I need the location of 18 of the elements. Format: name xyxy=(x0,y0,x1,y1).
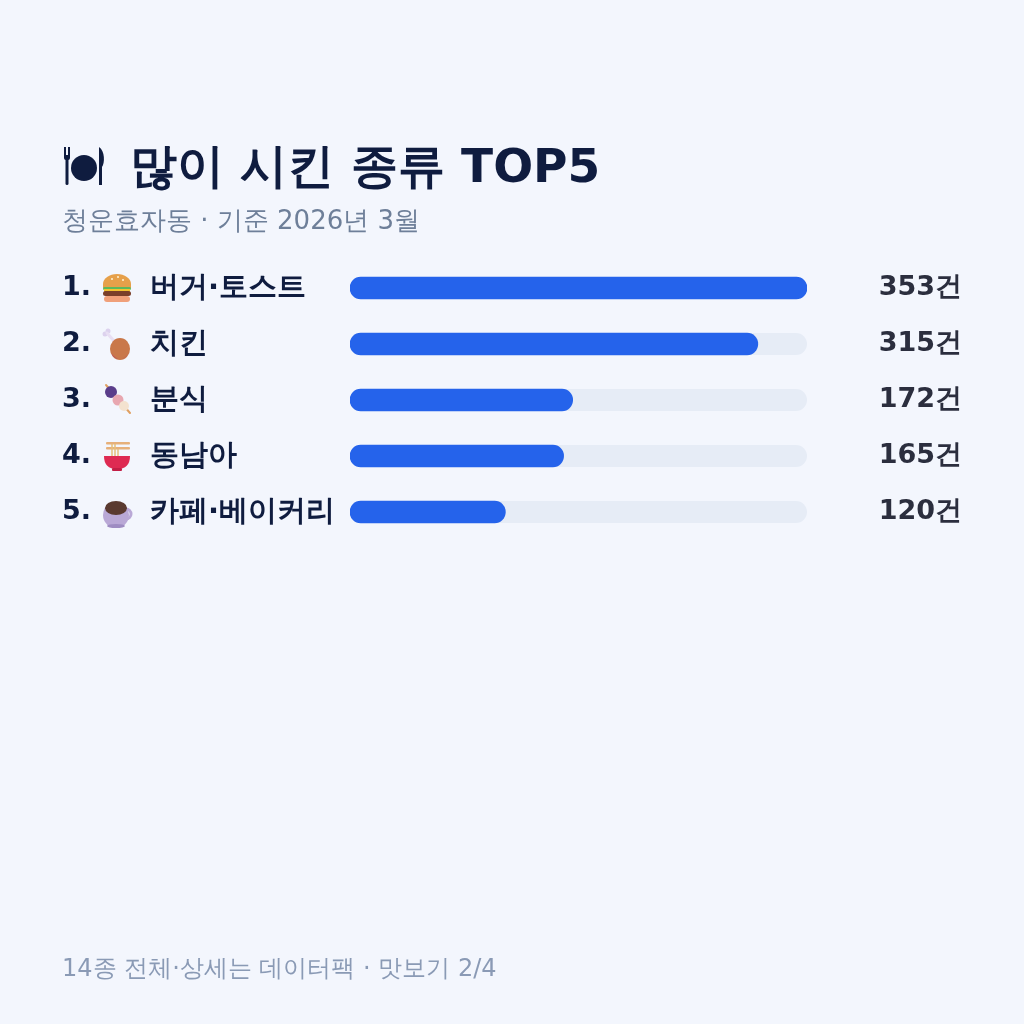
text: 14종 전체·상세는 데이터팩 · 맛보기 2/4 xyxy=(62,953,497,984)
y-tick-label: 카페·베이커리 xyxy=(150,492,336,527)
y-tick-label: 분식 xyxy=(150,380,208,415)
data-label: 353건 xyxy=(878,270,962,302)
y-tick-label: 치킨 xyxy=(150,324,208,359)
data-label: 165건 xyxy=(878,438,962,470)
chart-subtitle: 청운효자동 · 기준 2026년 3월 xyxy=(62,204,421,237)
y-tick-label: 버거·토스트 xyxy=(150,268,307,303)
text: 5. xyxy=(62,494,92,526)
y-tick-label: 동남아 xyxy=(150,436,237,471)
text: 4. xyxy=(62,438,92,470)
data-label: 172건 xyxy=(878,382,962,414)
text: 3. xyxy=(62,382,92,414)
data-label: 120건 xyxy=(878,494,962,526)
chart-title: 많이 시킨 종류 TOP5 xyxy=(130,137,601,195)
text: 2. xyxy=(62,326,92,358)
data-label: 315건 xyxy=(878,326,962,358)
text: 1. xyxy=(62,270,92,302)
